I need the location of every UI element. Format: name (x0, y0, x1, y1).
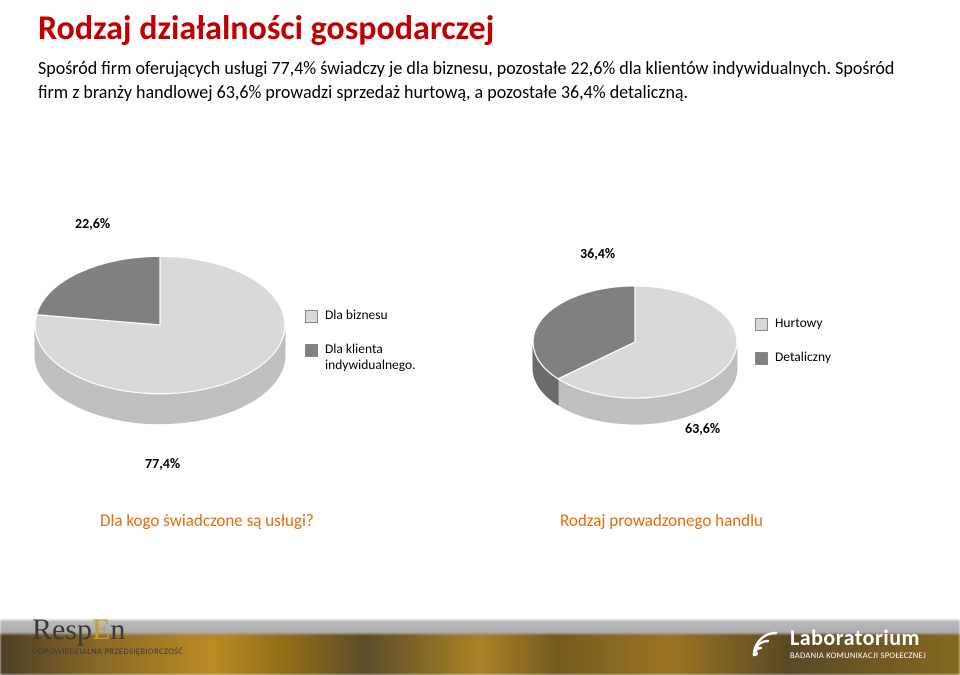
legend-swatch (305, 344, 318, 357)
services-pie-chart: 77,4% 22,6% Dla biznesu Dla klienta indywi… (25, 190, 525, 490)
legend-label: Hurtowy (775, 315, 823, 331)
legend-label: Dla biznesu (325, 307, 388, 323)
pie-slice-label: 22,6% (75, 215, 110, 232)
trade-pie-legend: Hurtowy Detaliczny (755, 315, 831, 365)
wifi-icon (750, 629, 780, 659)
respen-name-part2: E (92, 613, 110, 646)
legend-item: Hurtowy (755, 315, 831, 331)
legend-swatch (305, 310, 318, 323)
legend-item: Detaliczny (755, 349, 831, 365)
laboratorium-logo: Laboratorium BADANIA KOMUNIKACJI SPOŁECZ… (750, 627, 926, 661)
services-pie-title: Dla kogo świadczone są usługi? (100, 510, 314, 531)
respen-subtitle: ODPOWIEDZIALNA PRZEDSIĘBIORCZOŚĆ (32, 647, 184, 657)
legend-item: Dla biznesu (305, 307, 475, 323)
legend-label: Detaliczny (775, 349, 831, 365)
pie-slice-label: 77,4% (145, 455, 180, 472)
legend-label: Dla klienta indywidualnego. (325, 341, 475, 373)
services-pie-legend: Dla biznesu Dla klienta indywidualnego. (305, 307, 475, 374)
laboratorium-subtitle: BADANIA KOMUNIKACJI SPOŁECZNEJ (790, 651, 926, 661)
pie-slice-label: 63,6% (685, 420, 720, 437)
trade-pie-title: Rodzaj prowadzonego handlu (560, 510, 763, 531)
trade-pie-chart: 63,6% 36,4% Hurtowy Detaliczny (525, 190, 935, 490)
footer-strip: RespEn ODPOWIEDZIALNA PRZEDSIĘBIORCZOŚĆ … (0, 583, 960, 675)
legend-item: Dla klienta indywidualnego. (305, 341, 475, 373)
respen-logo: RespEn ODPOWIEDZIALNA PRZEDSIĘBIORCZOŚĆ (32, 615, 184, 657)
laboratorium-name: Laboratorium (790, 627, 920, 649)
legend-swatch (755, 318, 768, 331)
pie-slice-label: 36,4% (580, 245, 615, 262)
legend-swatch (755, 352, 768, 365)
page-title: Rodzaj działalności gospodarczej (38, 8, 494, 49)
respen-name-part1: Resp (32, 613, 92, 646)
page-description: Spośród firm oferujących usługi 77,4% św… (38, 56, 918, 105)
respen-name-part3: n (110, 613, 125, 646)
